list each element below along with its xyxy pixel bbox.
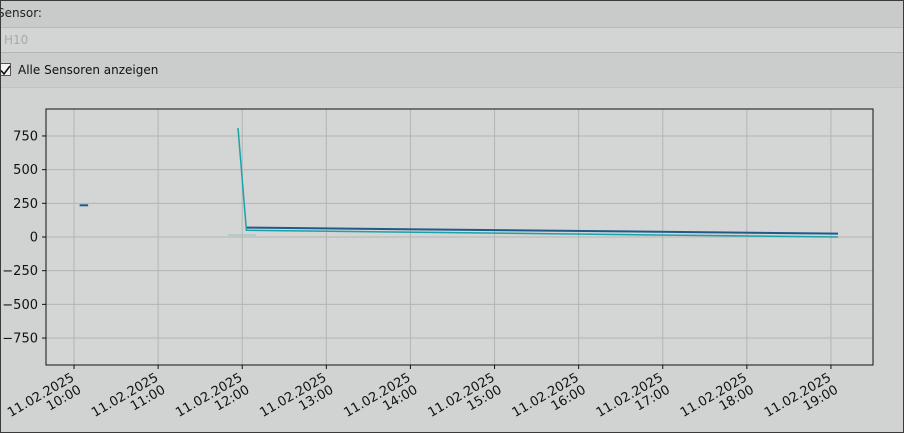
y-tick-label: −750	[2, 332, 38, 347]
y-tick-label: 250	[13, 197, 38, 212]
sensor-select-value: H10	[4, 33, 29, 47]
series-line-2	[237, 127, 839, 238]
x-tick-label: 11.02.202516:00	[510, 370, 589, 432]
x-tick-label: 11.02.202515:00	[426, 370, 505, 432]
show-all-label: Alle Sensoren anzeigen	[18, 63, 159, 77]
sensor-label: Sensor:	[0, 6, 42, 20]
checkmark-icon	[0, 65, 11, 76]
x-tick-label: 11.02.202519:00	[762, 370, 841, 432]
sensor-label-row: Sensor:	[0, 0, 903, 28]
y-tick-label: −500	[2, 298, 38, 313]
x-tick-label: 11.02.202517:00	[594, 370, 673, 432]
y-tick-label: 0	[30, 231, 38, 246]
y-tick-label: 750	[13, 129, 38, 144]
x-tick-label: 11.02.202514:00	[341, 370, 420, 432]
chart-area: 750 500 250 0 −250 −500 −750 11.02.202510:00 11.…	[0, 88, 903, 432]
show-all-row: Alle Sensoren anzeigen	[0, 53, 903, 88]
x-tick-label: 11.02.202511:00	[89, 370, 168, 432]
x-tick-label: 11.02.202518:00	[678, 370, 757, 432]
x-tick-label: 11.02.202513:00	[257, 370, 336, 432]
y-tick-label: −250	[2, 264, 38, 279]
y-tick-label: 500	[13, 163, 38, 178]
x-tick-label: 11.02.202512:00	[173, 370, 252, 432]
show-all-checkbox[interactable]	[0, 63, 11, 76]
series-line-1	[246, 226, 839, 235]
sensor-select[interactable]: H10	[0, 28, 903, 53]
x-tick-label: 11.02.202510:00	[5, 370, 84, 432]
